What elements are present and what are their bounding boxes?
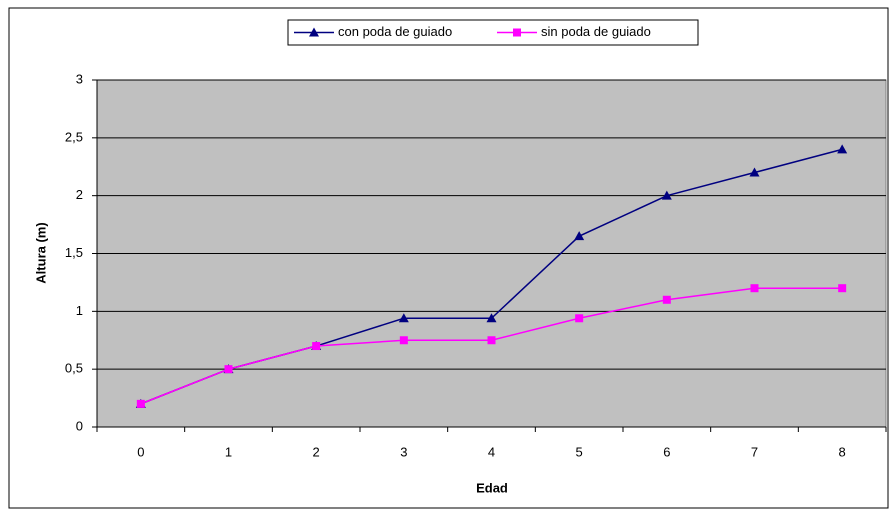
marker: [487, 336, 496, 345]
y-tick-label: 3: [76, 71, 83, 86]
y-tick-label: 0: [76, 418, 83, 433]
x-tick-label: 6: [663, 444, 670, 459]
marker: [574, 231, 585, 241]
marker: [312, 342, 321, 351]
y-axis-title: Altura (m): [33, 222, 48, 283]
y-tick-label: 1,5: [65, 245, 83, 260]
marker: [136, 399, 145, 408]
marker: [398, 313, 409, 323]
x-tick-label: 4: [488, 444, 495, 459]
x-tick-label: 1: [225, 444, 232, 459]
y-tick-label: 2,5: [65, 129, 83, 144]
x-tick-label: 3: [400, 444, 407, 459]
marker: [662, 295, 671, 304]
x-tick-label: 5: [576, 444, 583, 459]
marker: [837, 144, 848, 154]
marker: [838, 284, 847, 293]
marker: [750, 284, 759, 293]
x-tick-label: 7: [751, 444, 758, 459]
marker: [224, 365, 233, 374]
marker: [575, 314, 584, 323]
y-tick-label: 1: [76, 303, 83, 318]
x-tick-label: 2: [313, 444, 320, 459]
legend-label: con poda de guiado: [338, 24, 452, 39]
x-tick-label: 8: [839, 444, 846, 459]
y-tick-label: 0,5: [65, 361, 83, 376]
x-axis-title: Edad: [476, 480, 508, 495]
marker: [309, 27, 319, 37]
marker: [513, 28, 521, 37]
marker: [486, 313, 497, 323]
marker: [661, 190, 672, 200]
marker: [399, 336, 408, 345]
legend-label: sin poda de guiado: [541, 24, 651, 39]
legend-box: [287, 19, 699, 46]
y-tick-label: 2: [76, 187, 83, 202]
marker: [749, 167, 760, 177]
x-tick-label: 0: [137, 444, 144, 459]
